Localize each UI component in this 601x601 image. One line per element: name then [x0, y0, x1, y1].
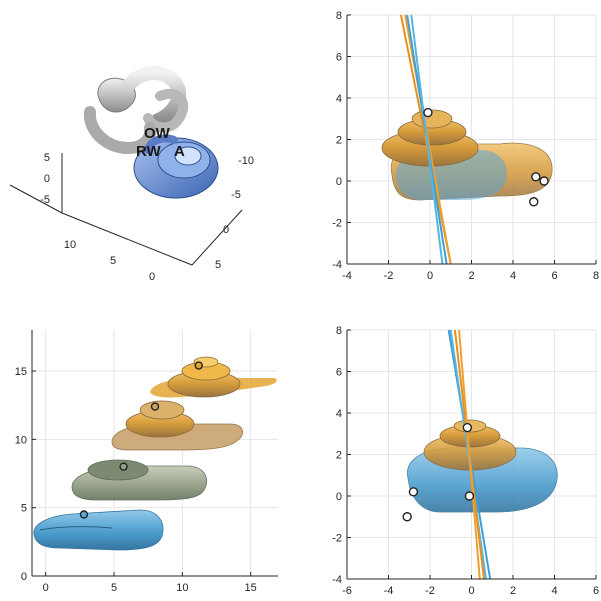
y-tick-label: 6	[336, 367, 342, 379]
y-tick-label: 10	[15, 434, 27, 446]
cochlea-shape	[133, 134, 219, 199]
tick-3d-x: 0	[223, 224, 229, 236]
marker-point-2	[539, 176, 549, 186]
y-tick-label: 8	[336, 10, 342, 22]
tick-3d-z: 0	[44, 173, 50, 185]
tick-3d-x: 5	[215, 259, 221, 271]
x-tick-label: 2	[468, 270, 474, 282]
x-tick-label: 0	[427, 270, 433, 282]
tick-3d-z: 5	[44, 152, 50, 164]
y-tick-label: 4	[336, 93, 342, 105]
x-tick-label: -2	[384, 270, 394, 282]
axis-line-1	[449, 329, 488, 580]
axis-line-1	[404, 14, 452, 265]
y-tick-label: 0	[336, 176, 342, 188]
x-tick-label: -2	[425, 585, 435, 597]
model-blue	[33, 509, 164, 551]
axis-3d-frame	[61, 153, 243, 266]
tick-3d-y: 0	[149, 271, 155, 283]
x-tick-label: 15	[245, 582, 257, 594]
marker-point-1	[408, 487, 419, 497]
tick-3d-x: -5	[231, 189, 241, 201]
temporal-bone-model	[381, 109, 553, 201]
tick-3d-x: -10	[238, 155, 254, 167]
annotation-a: A	[174, 143, 185, 160]
x-tick-label: 6	[551, 270, 557, 282]
tick-3d-y: 10	[64, 239, 76, 251]
panel-3d-render: 5 0 -5 10 5 0 -10 -5 0 5 OW RW A	[9, 65, 254, 283]
vestibule-shape	[83, 65, 189, 155]
x-tick-label: -4	[384, 585, 394, 597]
annotation-rw: RW	[136, 143, 162, 160]
marker-point-2	[464, 491, 475, 501]
axis-line-3	[458, 329, 481, 580]
x-tick-label: 4	[510, 270, 516, 282]
panel-top-right: -4 -2 0 2 4 6 8 -4 -2 0 2 4 6 8	[332, 10, 599, 282]
axis-line-3	[410, 14, 444, 265]
panel-bottom-left: 0 5 10 15 0 5 10 15	[15, 330, 278, 594]
y-tick-label: 5	[21, 503, 27, 515]
axis-3d-lower-left	[9, 184, 63, 214]
tick-3d-y: 5	[110, 255, 116, 267]
y-tick-label: 2	[336, 450, 342, 462]
y-tick-label: 4	[336, 408, 342, 420]
x-tick-label: 10	[176, 582, 188, 594]
marker-point-0	[423, 107, 433, 118]
y-tick-label: 8	[336, 325, 342, 337]
x-tick-label: -6	[342, 585, 352, 597]
y-tick-label: -2	[332, 218, 342, 230]
annotation-ow: OW	[144, 125, 171, 142]
x-tick-label: 0	[43, 582, 49, 594]
model-gold	[150, 356, 277, 398]
y-tick-label: 6	[336, 52, 342, 64]
marker-point-1	[531, 172, 541, 182]
x-tick-label: 2	[510, 585, 516, 597]
y-tick-label: -2	[332, 533, 342, 545]
marker-point-3	[529, 197, 539, 207]
marker-point-3	[79, 510, 89, 519]
x-tick-label: 8	[593, 270, 599, 282]
model-tan	[111, 400, 244, 451]
x-tick-label: 5	[111, 582, 117, 594]
marker-point-0	[194, 361, 203, 370]
model-sage	[71, 459, 207, 501]
marker-point-0	[462, 422, 473, 433]
marker-point-3	[402, 512, 412, 522]
y-tick-label: -4	[332, 259, 342, 271]
x-tick-label: 0	[468, 585, 474, 597]
stacked-models	[33, 356, 277, 551]
marker-point-1	[150, 402, 160, 411]
marker-point-2	[119, 462, 128, 471]
y-tick-label: 2	[336, 135, 342, 147]
y-tick-label: 0	[21, 571, 27, 583]
x-tick-label: -4	[342, 270, 352, 282]
x-tick-label: 6	[593, 585, 599, 597]
y-tick-label: -4	[332, 574, 342, 586]
y-tick-label: 15	[15, 366, 27, 378]
tick-3d-z: -5	[40, 194, 50, 206]
x-tick-label: 4	[551, 585, 557, 597]
y-tick-label: 0	[336, 491, 342, 503]
